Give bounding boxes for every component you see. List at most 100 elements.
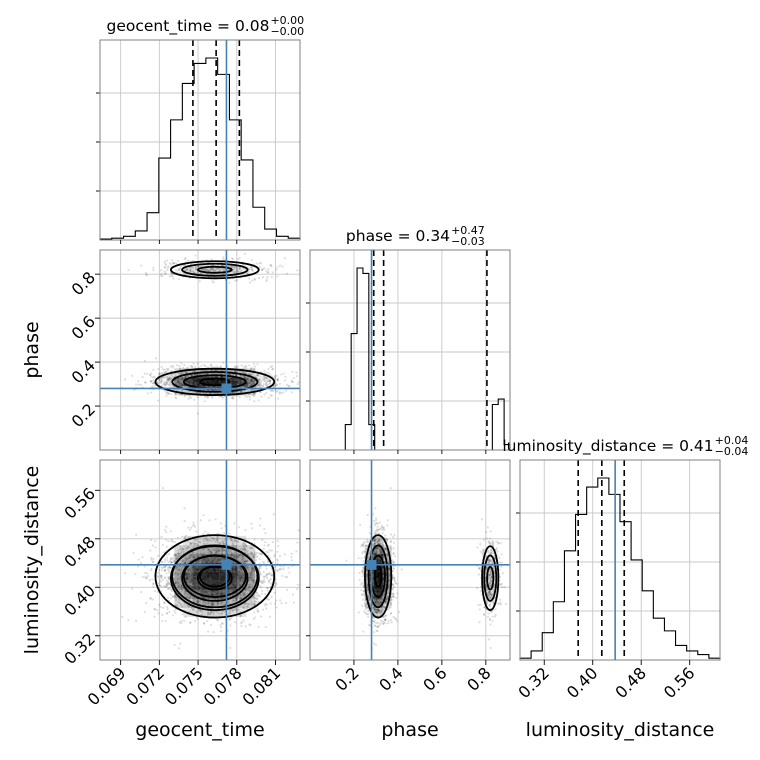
point-geocent_time-vs-luminosity_distance-1 (281, 574, 284, 577)
point-geocent_time-vs-luminosity_distance-1668 (162, 585, 166, 588)
point-geocent_time-vs-luminosity_distance-1182 (220, 547, 223, 550)
point-geocent_time-vs-luminosity_distance-2166 (275, 606, 278, 609)
point-geocent_time-vs-luminosity_distance-847 (234, 556, 237, 560)
point-geocent_time-vs-phase-1106 (210, 258, 213, 261)
point-geocent_time-vs-phase-1564 (188, 396, 191, 399)
point-geocent_time-vs-phase-1056 (160, 377, 164, 380)
point-geocent_time-vs-luminosity_distance-1216 (127, 618, 130, 622)
point-geocent_time-vs-phase-2264 (266, 383, 269, 387)
contour-geocent_time-vs-phase-0-3 (154, 367, 276, 396)
point-geocent_time-vs-luminosity_distance-2055 (173, 609, 176, 612)
density-cell-geocent_time-vs-phase-1-0-0 (210, 265, 220, 275)
point-geocent_time-vs-phase-2144 (251, 383, 254, 386)
point-geocent_time-vs-phase-1860 (215, 365, 218, 368)
point-geocent_time-vs-phase-1031 (239, 374, 242, 377)
point-geocent_time-vs-luminosity_distance-373 (180, 560, 183, 563)
point-geocent_time-vs-luminosity_distance-1222 (229, 617, 233, 620)
point-geocent_time-vs-luminosity_distance-39 (167, 580, 170, 583)
point-geocent_time-vs-luminosity_distance-2292 (144, 571, 147, 574)
point-geocent_time-vs-luminosity_distance-123 (192, 598, 195, 601)
point-geocent_time-vs-luminosity_distance-2275 (255, 594, 259, 597)
point-geocent_time-vs-luminosity_distance-592 (209, 550, 212, 553)
point-geocent_time-vs-phase-2014 (180, 372, 183, 375)
point-geocent_time-vs-luminosity_distance-938 (265, 550, 268, 553)
point-geocent_time-vs-luminosity_distance-159 (256, 598, 259, 601)
point-geocent_time-vs-phase-1967 (210, 267, 213, 271)
point-geocent_time-vs-phase-286 (262, 378, 265, 381)
point-geocent_time-vs-luminosity_distance-574 (180, 622, 183, 625)
point-geocent_time-vs-phase-2214 (160, 384, 164, 387)
point-geocent_time-vs-luminosity_distance-871 (234, 550, 237, 553)
point-geocent_time-vs-luminosity_distance-387 (169, 560, 172, 563)
point-geocent_time-vs-phase-1639 (154, 357, 158, 360)
point-geocent_time-vs-phase-1794 (282, 372, 285, 375)
density-cell-geocent_time-vs-phase-1-1-0 (219, 265, 229, 275)
point-geocent_time-vs-phase-1035 (187, 397, 190, 400)
point-geocent_time-vs-phase-663 (247, 393, 251, 396)
point-geocent_time-vs-phase-1983 (186, 371, 189, 374)
point-phase-vs-luminosity_distance-60 (500, 561, 503, 564)
density-cell-geocent_time-vs-phase-0--2-0 (192, 377, 202, 387)
point-geocent_time-vs-luminosity_distance-656 (177, 568, 181, 571)
point-geocent_time-vs-luminosity_distance-1150 (216, 602, 219, 605)
point-geocent_time-vs-luminosity_distance-542 (270, 582, 273, 586)
point-geocent_time-vs-luminosity_distance-335 (167, 588, 170, 591)
point-geocent_time-vs-luminosity_distance-238 (186, 604, 190, 607)
point-geocent_time-vs-phase-1037 (209, 392, 212, 395)
point-geocent_time-vs-phase-1329 (175, 383, 178, 386)
point-geocent_time-vs-phase-56 (152, 368, 155, 372)
point-geocent_time-vs-luminosity_distance-95 (253, 611, 256, 614)
point-geocent_time-vs-luminosity_distance-1229 (194, 552, 197, 555)
point-geocent_time-vs-phase-411 (248, 398, 252, 401)
point-geocent_time-vs-luminosity_distance-218 (167, 540, 170, 543)
point-geocent_time-vs-luminosity_distance-1174 (244, 543, 247, 546)
point-geocent_time-vs-luminosity_distance-1228 (221, 610, 224, 613)
point-geocent_time-vs-phase-0 (169, 381, 172, 384)
point-geocent_time-vs-phase-2 (284, 375, 287, 378)
point-geocent_time-vs-phase-217 (187, 375, 190, 378)
point-geocent_time-vs-luminosity_distance-205 (168, 610, 171, 614)
point-geocent_time-vs-luminosity_distance-0 (169, 559, 172, 562)
point-geocent_time-vs-phase-949 (230, 396, 233, 399)
point-geocent_time-vs-luminosity_distance-814 (236, 556, 239, 559)
point-geocent_time-vs-phase-906 (231, 395, 234, 398)
point-geocent_time-vs-luminosity_distance-1542 (258, 524, 262, 527)
point-geocent_time-vs-phase-2266 (263, 393, 266, 396)
point-geocent_time-vs-luminosity_distance-3 (184, 559, 187, 562)
density-cell-geocent_time-vs-phase-0--4-0 (174, 377, 184, 387)
point-geocent_time-vs-luminosity_distance-803 (184, 589, 187, 593)
point-geocent_time-vs-luminosity_distance-394 (221, 622, 224, 625)
point-geocent_time-vs-luminosity_distance-1123 (164, 576, 167, 579)
point-geocent_time-vs-luminosity_distance-2126 (145, 577, 149, 580)
point-geocent_time-vs-luminosity_distance-2214 (160, 569, 164, 572)
point-geocent_time-vs-luminosity_distance-290 (271, 574, 274, 577)
point-geocent_time-vs-luminosity_distance-1551 (291, 593, 295, 596)
point-geocent_time-vs-phase-319 (248, 381, 251, 385)
point-geocent_time-vs-luminosity_distance-299 (241, 542, 245, 546)
point-geocent_time-vs-phase-1213 (269, 379, 272, 382)
point-geocent_time-vs-phase-926 (177, 380, 180, 384)
point-geocent_time-vs-phase-1369 (269, 394, 272, 397)
point-geocent_time-vs-phase-1569 (267, 396, 270, 399)
point-geocent_time-vs-phase-2275 (255, 376, 259, 379)
point-geocent_time-vs-phase-1501 (250, 378, 253, 381)
point-geocent_time-vs-luminosity_distance-2295 (165, 553, 168, 557)
point-geocent_time-vs-phase-196 (246, 377, 249, 380)
point-geocent_time-vs-luminosity_distance-1865 (268, 579, 271, 582)
point-geocent_time-vs-phase-905 (253, 277, 256, 281)
point-geocent_time-vs-luminosity_distance-167 (220, 626, 223, 629)
point-geocent_time-vs-luminosity_distance-1294 (246, 605, 249, 608)
point-geocent_time-vs-luminosity_distance-1252 (139, 561, 143, 564)
point-geocent_time-vs-luminosity_distance-1890 (146, 572, 149, 575)
point-geocent_time-vs-luminosity_distance-33 (187, 593, 191, 596)
point-geocent_time-vs-luminosity_distance-1096 (167, 560, 170, 564)
point-geocent_time-vs-luminosity_distance-1263 (199, 552, 202, 555)
point-geocent_time-vs-luminosity_distance-412 (151, 598, 154, 601)
point-geocent_time-vs-luminosity_distance-1619 (287, 566, 290, 569)
density-cell-geocent_time-vs-luminosity_distance-1-2-0 (228, 573, 238, 583)
point-geocent_time-vs-phase-887 (183, 363, 186, 367)
point-geocent_time-vs-luminosity_distance-704 (160, 566, 163, 569)
point-geocent_time-vs-phase-1844 (165, 391, 168, 394)
point-geocent_time-vs-luminosity_distance-368 (233, 539, 236, 542)
point-geocent_time-vs-phase-492 (185, 371, 188, 374)
